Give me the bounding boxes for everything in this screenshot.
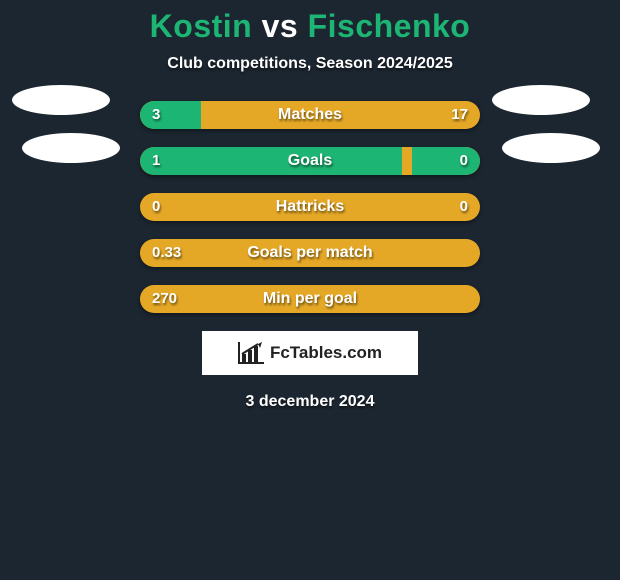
stat-value-left: 0.33 — [152, 239, 181, 267]
bar-segment-left — [140, 147, 402, 175]
comparison-chart: 317Matches10Goals00Hattricks0.33Goals pe… — [0, 101, 620, 313]
date-label: 3 december 2024 — [0, 393, 620, 411]
stat-value-right: 0 — [460, 193, 468, 221]
stat-row: 00Hattricks — [0, 193, 620, 221]
bar-track — [140, 285, 480, 313]
team-oval-right — [502, 133, 600, 163]
bar-segment-left — [140, 101, 201, 129]
stat-value-right: 17 — [451, 101, 468, 129]
bar-segment-right — [412, 147, 480, 175]
bar-track — [140, 147, 480, 175]
stat-value-left: 270 — [152, 285, 177, 313]
stat-row: 317Matches — [0, 101, 620, 129]
stat-row: 10Goals — [0, 147, 620, 175]
stat-row: 0.33Goals per match — [0, 239, 620, 267]
stat-value-left: 3 — [152, 101, 160, 129]
team-oval-left — [12, 85, 110, 115]
site-name: FcTables.com — [270, 343, 382, 363]
stat-row: 270Min per goal — [0, 285, 620, 313]
bar-track — [140, 101, 480, 129]
bar-chart-icon — [238, 342, 264, 364]
stat-value-left: 1 — [152, 147, 160, 175]
bar-track — [140, 239, 480, 267]
stat-value-right: 0 — [460, 147, 468, 175]
player1-name: Kostin — [150, 8, 253, 44]
stat-value-left: 0 — [152, 193, 160, 221]
player2-name: Fischenko — [308, 8, 471, 44]
page-title: Kostin vs Fischenko — [0, 0, 620, 45]
subtitle: Club competitions, Season 2024/2025 — [0, 55, 620, 73]
bar-track — [140, 193, 480, 221]
site-logo: FcTables.com — [202, 331, 418, 375]
team-oval-left — [22, 133, 120, 163]
vs-separator: vs — [262, 8, 299, 44]
team-oval-right — [492, 85, 590, 115]
